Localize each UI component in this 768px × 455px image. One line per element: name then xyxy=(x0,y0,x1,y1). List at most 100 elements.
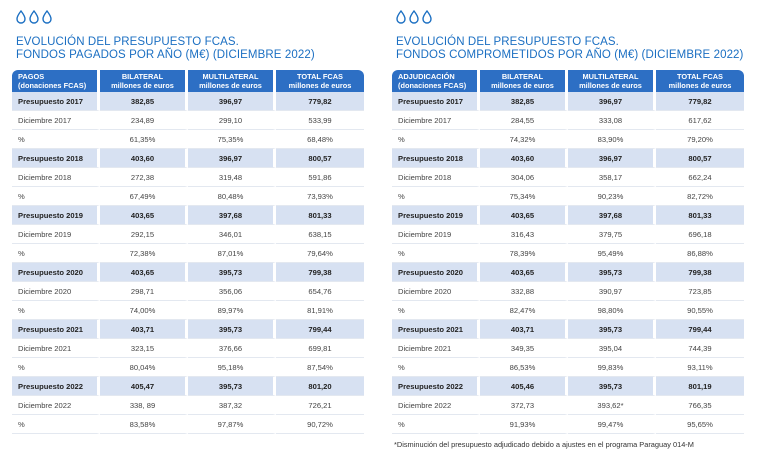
table-body: Presupuesto 2017 382,85 396,97 779,82 Diciem… xyxy=(392,92,744,434)
table-row: Diciembre 2022 372,73 393,62* 766,35 xyxy=(392,396,744,415)
value-cell: 779,82 xyxy=(656,92,744,111)
column-header-line: millones de euros xyxy=(579,81,642,90)
row-label-cell: % xyxy=(392,301,480,320)
row-label-cell: Presupuesto 2018 xyxy=(392,149,480,168)
table-row: % 82,47% 98,80% 90,55% xyxy=(392,301,744,320)
value-cell: 358,17 xyxy=(568,168,656,187)
value-cell: 74,00% xyxy=(100,301,188,320)
value-cell: 316,43 xyxy=(480,225,568,244)
table-header-row: ADJUDICACIÓN (donaciones FCAS) BILATERAL mi… xyxy=(392,70,744,92)
value-cell: 397,68 xyxy=(568,206,656,225)
row-label-cell: Diciembre 2018 xyxy=(392,168,480,187)
row-label-cell: % xyxy=(12,244,100,263)
row-label-cell: % xyxy=(392,187,480,206)
row-label-cell: % xyxy=(12,187,100,206)
table-row: Diciembre 2019 292,15 346,01 638,15 xyxy=(12,225,364,244)
budget-row: Presupuesto 2017 382,85 396,97 779,82 xyxy=(12,92,364,111)
value-cell: 74,32% xyxy=(480,130,568,149)
row-label-cell: % xyxy=(392,415,480,434)
value-cell: 98,80% xyxy=(568,301,656,320)
row-label-cell: % xyxy=(12,130,100,149)
value-cell: 403,71 xyxy=(100,320,188,339)
value-cell: 93,11% xyxy=(656,358,744,377)
row-label-cell: Presupuesto 2021 xyxy=(392,320,480,339)
row-label-cell: Diciembre 2018 xyxy=(12,168,100,187)
panel-fondos-comprometidos: EVOLUCIÓN DEL PRESUPUESTO FCAS. FONDOS C… xyxy=(392,0,752,449)
value-cell: 390,97 xyxy=(568,282,656,301)
value-cell: 284,55 xyxy=(480,111,568,130)
value-cell: 395,73 xyxy=(188,377,276,396)
value-cell: 95,49% xyxy=(568,244,656,263)
row-label-cell: Presupuesto 2020 xyxy=(12,263,100,282)
budget-table: PAGOS (donaciones FCAS) BILATERAL millones … xyxy=(12,70,364,434)
value-cell: 89,97% xyxy=(188,301,276,320)
value-cell: 801,19 xyxy=(656,377,744,396)
column-header-line: millones de euros xyxy=(199,81,262,90)
table-row: % 72,38% 87,01% 79,64% xyxy=(12,244,364,263)
value-cell: 356,06 xyxy=(188,282,276,301)
table-row: Diciembre 2017 284,55 333,08 617,62 xyxy=(392,111,744,130)
water-drop-icon xyxy=(29,10,39,24)
column-header-line: millones de euros xyxy=(111,81,174,90)
row-label-cell: % xyxy=(12,358,100,377)
table-row: Diciembre 2017 234,89 299,10 533,99 xyxy=(12,111,364,130)
value-cell: 83,90% xyxy=(568,130,656,149)
value-cell: 87,54% xyxy=(276,358,364,377)
water-drop-icon xyxy=(16,10,26,24)
row-label-cell: Diciembre 2022 xyxy=(12,396,100,415)
row-label-cell: Presupuesto 2022 xyxy=(392,377,480,396)
value-cell: 376,66 xyxy=(188,339,276,358)
table-body: Presupuesto 2017 382,85 396,97 779,82 Diciem… xyxy=(12,92,364,434)
column-header: BILATERAL millones de euros xyxy=(480,70,568,92)
value-cell: 799,38 xyxy=(656,263,744,282)
column-header-line: BILATERAL xyxy=(121,72,164,81)
column-header: MULTILATERAL millones de euros xyxy=(568,70,656,92)
value-cell: 395,73 xyxy=(188,320,276,339)
value-cell: 86,88% xyxy=(656,244,744,263)
row-label-cell: Diciembre 2019 xyxy=(392,225,480,244)
value-cell: 405,46 xyxy=(480,377,568,396)
value-cell: 61,35% xyxy=(100,130,188,149)
value-cell: 800,57 xyxy=(656,149,744,168)
value-cell: 744,39 xyxy=(656,339,744,358)
value-cell: 82,47% xyxy=(480,301,568,320)
value-cell: 79,64% xyxy=(276,244,364,263)
value-cell: 591,86 xyxy=(276,168,364,187)
value-cell: 403,65 xyxy=(100,263,188,282)
table-row: % 91,93% 99,47% 95,65% xyxy=(392,415,744,434)
budget-row: Presupuesto 2018 403,60 396,97 800,57 xyxy=(392,149,744,168)
page-title: EVOLUCIÓN DEL PRESUPUESTO FCAS. FONDOS P… xyxy=(16,36,372,62)
value-cell: 387,32 xyxy=(188,396,276,415)
value-cell: 95,65% xyxy=(656,415,744,434)
water-drop-icon xyxy=(422,10,432,24)
row-label-cell: Diciembre 2021 xyxy=(12,339,100,358)
value-cell: 726,21 xyxy=(276,396,364,415)
budget-row: Presupuesto 2018 403,60 396,97 800,57 xyxy=(12,149,364,168)
panel-fondos-pagados: EVOLUCIÓN DEL PRESUPUESTO FCAS. FONDOS P… xyxy=(12,0,372,434)
budget-row: Presupuesto 2021 403,71 395,73 799,44 xyxy=(392,320,744,339)
value-cell: 90,23% xyxy=(568,187,656,206)
value-cell: 78,39% xyxy=(480,244,568,263)
value-cell: 799,44 xyxy=(276,320,364,339)
column-header-line: (donaciones FCAS) xyxy=(398,81,467,90)
value-cell: 272,38 xyxy=(100,168,188,187)
column-header: ADJUDICACIÓN (donaciones FCAS) xyxy=(392,70,480,92)
value-cell: 90,55% xyxy=(656,301,744,320)
column-header-line: TOTAL FCAS xyxy=(297,72,343,81)
value-cell: 617,62 xyxy=(656,111,744,130)
budget-row: Presupuesto 2019 403,65 397,68 801,33 xyxy=(392,206,744,225)
row-label-cell: Presupuesto 2019 xyxy=(12,206,100,225)
budget-row: Presupuesto 2017 382,85 396,97 779,82 xyxy=(392,92,744,111)
column-header-line: MULTILATERAL xyxy=(582,72,639,81)
table-row: % 78,39% 95,49% 86,88% xyxy=(392,244,744,263)
value-cell: 395,73 xyxy=(568,377,656,396)
value-cell: 699,81 xyxy=(276,339,364,358)
row-label-cell: Presupuesto 2018 xyxy=(12,149,100,168)
value-cell: 396,97 xyxy=(568,92,656,111)
column-header-line: MULTILATERAL xyxy=(202,72,259,81)
value-cell: 662,24 xyxy=(656,168,744,187)
row-label-cell: Presupuesto 2021 xyxy=(12,320,100,339)
budget-row: Presupuesto 2020 403,65 395,73 799,38 xyxy=(12,263,364,282)
value-cell: 382,85 xyxy=(100,92,188,111)
table-header-row: PAGOS (donaciones FCAS) BILATERAL millones … xyxy=(12,70,364,92)
